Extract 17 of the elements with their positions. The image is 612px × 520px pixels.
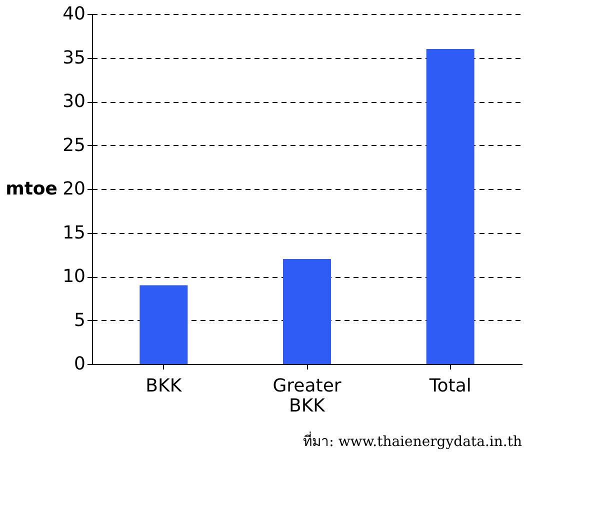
text: ที่มา: www.thaienergydata.in.th [303,432,522,450]
y-tick-label: 30 [62,91,86,112]
x-tick-label: Total [428,376,472,396]
bar [140,285,188,364]
y-tick-label: 10 [62,266,86,287]
bar [426,49,474,364]
y-tick-label: 0 [74,354,86,374]
x-tick-label: Greater BKK [272,376,342,416]
y-tick-label: 40 [62,4,86,24]
y-tick-label: 15 [62,222,86,244]
y-tick-label: 25 [62,134,86,156]
bar [283,259,331,364]
y-axis-title: mtoe [6,178,58,200]
x-tick-label: BKK [146,376,183,396]
y-tick-label: 20 [62,178,86,200]
y-tick-label: 5 [74,310,86,331]
y-tick-label: 35 [62,47,86,68]
